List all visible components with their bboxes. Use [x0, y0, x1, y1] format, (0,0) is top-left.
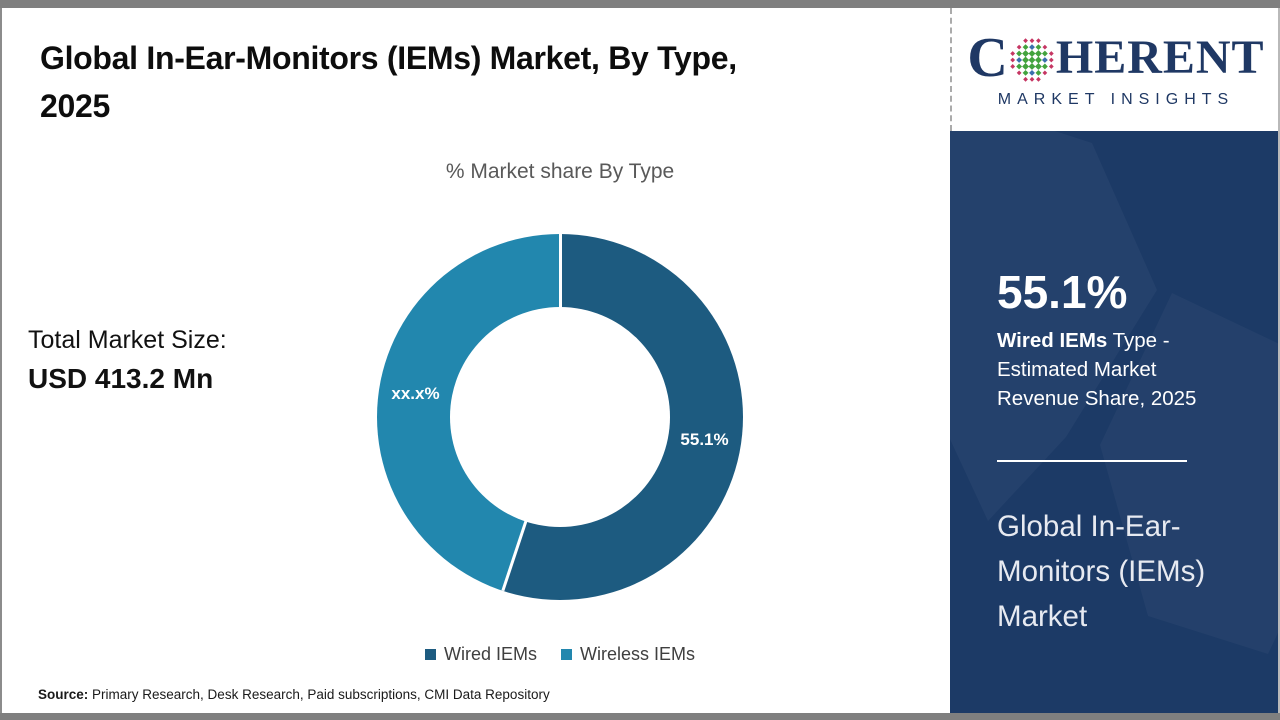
brand-wordmark-c: C [967, 27, 1008, 89]
highlight-stat-value: 55.1% [997, 266, 1128, 318]
legend-label: Wired IEMs [443, 644, 537, 664]
legend-label: Wireless IEMs [580, 644, 696, 664]
panel-market-name: Global In-Ear-Monitors (IEMs) Market [997, 509, 1206, 633]
slice-divider [558, 234, 562, 417]
slice-label: 55.1% [680, 430, 729, 450]
donut-chart: 55.1% xx.x% [377, 234, 743, 600]
left-border-bar [0, 8, 2, 713]
panel-divider-rule [997, 459, 1187, 462]
highlight-stat-description: Wired IEMs Type - Estimated Market Reven… [997, 326, 1205, 413]
page-title: Global In-Ear-Monitors (IEMs) Market, By… [40, 34, 892, 130]
source-text: Primary Research, Desk Research, Paid su… [92, 687, 550, 702]
top-border-bar [0, 0, 1280, 8]
brand-tagline: MARKET INSIGHTS [997, 91, 1235, 108]
chart-subtitle: % Market share By Type [445, 160, 675, 183]
highlight-segment-name: Wired IEMs [997, 328, 1108, 352]
total-market-label: Total Market Size: [28, 326, 227, 354]
slice-label: xx.x% [391, 383, 440, 403]
highlight-description-text: Type - Estimated Market Revenue Share, 2… [997, 328, 1197, 410]
page-title-line-1: Global In-Ear-Monitors (IEMs) Market, By… [40, 40, 737, 76]
brand-wordmark: C HERENT [967, 30, 1264, 86]
sidebar: C HERENT MARKET INSIGHTS 55.1% Wired IEM… [950, 8, 1280, 713]
source-label: Source: [38, 687, 89, 702]
page-title-line-2: 2025 [40, 88, 110, 124]
brand-wordmark-rest: HERENT [1055, 31, 1265, 84]
chart-legend: Wired IEMs Wireless IEMs [310, 644, 810, 665]
bottom-border-bar [0, 713, 1280, 720]
source-line: Source: Primary Research, Desk Research,… [38, 687, 550, 702]
right-border-bar [1278, 8, 1280, 713]
sidebar-panel: 55.1% Wired IEMs Type - Estimated Market… [950, 131, 1280, 713]
total-market-value: USD 413.2 Mn [28, 363, 214, 394]
sidebar-content: 55.1% Wired IEMs Type - Estimated Market… [950, 131, 1280, 639]
total-market-block: Total Market Size: USD 413.2 Mn [28, 326, 227, 395]
legend-item: Wireless IEMs [561, 644, 695, 665]
legend-swatch [424, 649, 436, 660]
logo-globe-icon [1009, 37, 1055, 83]
legend-swatch [561, 649, 572, 660]
brand-logo: C HERENT MARKET INSIGHTS [950, 8, 1280, 131]
legend-item: Wired IEMs [424, 644, 537, 665]
